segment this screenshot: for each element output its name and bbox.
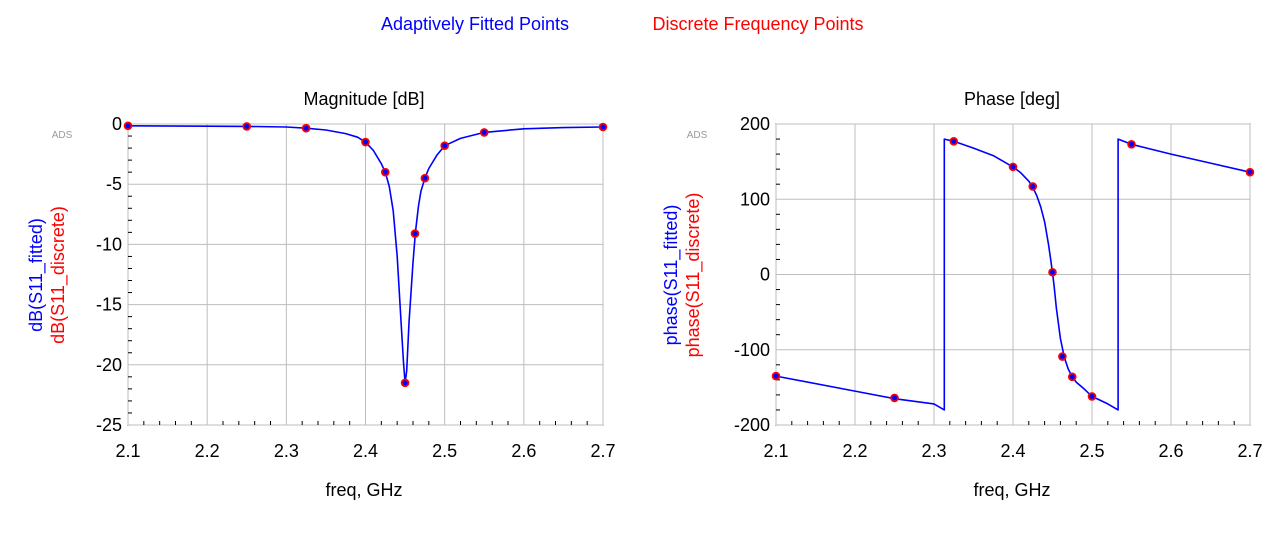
x-tick-label: 2.1 [763, 441, 788, 461]
data-point-discrete [598, 122, 608, 132]
x-tick-label: 2.5 [432, 441, 457, 461]
data-point-discrete [400, 378, 410, 388]
x-tick-label: 2.7 [590, 441, 615, 461]
data-point-discrete [771, 371, 781, 381]
data-point-discrete [440, 141, 449, 150]
data-point-discrete [1067, 372, 1077, 382]
x-tick-label: 2.6 [1158, 441, 1183, 461]
data-point-discrete [1028, 182, 1038, 191]
data-point-discrete [1245, 167, 1255, 177]
x-tick-label: 2.6 [511, 441, 536, 461]
data-point-discrete [123, 121, 133, 131]
y-tick-label: 200 [740, 114, 770, 134]
x-tick-label: 2.1 [115, 441, 140, 461]
data-point-discrete [410, 229, 420, 238]
data-point-discrete [1048, 267, 1057, 277]
y-tick-label: -15 [96, 295, 122, 315]
x-axis-label: freq, GHz [973, 480, 1050, 500]
y-axis-label-discrete: phase(S11_discrete) [683, 193, 704, 358]
data-point-discrete [949, 137, 959, 146]
x-tick-label: 2.4 [1000, 441, 1025, 461]
y-axis-label-fitted: dB(S11_fitted) [26, 218, 47, 332]
y-tick-label: -20 [96, 355, 122, 375]
data-point-discrete [380, 167, 390, 177]
x-tick-label: 2.3 [274, 441, 299, 461]
y-axis-label-discrete: dB(S11_discrete) [48, 206, 69, 344]
x-tick-label: 2.7 [1237, 441, 1262, 461]
y-tick-label: -10 [96, 234, 122, 254]
data-point-discrete [301, 123, 311, 133]
data-point-discrete [479, 128, 489, 137]
x-tick-label: 2.3 [921, 441, 946, 461]
chart-title: Phase [deg] [964, 89, 1060, 109]
y-tick-label: 0 [112, 114, 122, 134]
phase-chart: Phase [deg] ADS freq, GHz phase(S11_fitt… [661, 89, 1263, 500]
magnitude-chart: Magnitude [dB] ADS freq, GHz dB(S11_fitt… [26, 89, 616, 500]
y-tick-label: -5 [106, 174, 122, 194]
y-tick-label: -200 [734, 415, 770, 435]
data-point-discrete [1008, 162, 1018, 172]
legend-fitted-label: Adaptively Fitted Points [381, 14, 569, 34]
data-point-discrete [1087, 392, 1097, 401]
data-point-discrete [420, 173, 430, 183]
chart-title: Magnitude [dB] [303, 89, 424, 109]
data-point-discrete [890, 393, 899, 403]
ads-watermark: ADS [687, 130, 708, 141]
x-tick-label: 2.2 [195, 441, 220, 461]
data-point-discrete [1058, 352, 1067, 361]
data-point-discrete [1127, 140, 1136, 149]
ads-watermark: ADS [52, 130, 73, 141]
y-tick-label: 0 [760, 265, 770, 285]
legend-discrete-label: Discrete Frequency Points [652, 14, 863, 34]
data-point-discrete [361, 137, 370, 147]
x-tick-label: 2.5 [1079, 441, 1104, 461]
y-axis-label-fitted: phase(S11_fitted) [661, 205, 682, 346]
y-tick-label: -100 [734, 340, 770, 360]
y-tick-label: 100 [740, 189, 770, 209]
data-point-discrete [242, 122, 252, 131]
x-axis-label: freq, GHz [325, 480, 402, 500]
x-tick-label: 2.4 [353, 441, 378, 461]
x-tick-label: 2.2 [842, 441, 867, 461]
y-tick-label: -25 [96, 415, 122, 435]
